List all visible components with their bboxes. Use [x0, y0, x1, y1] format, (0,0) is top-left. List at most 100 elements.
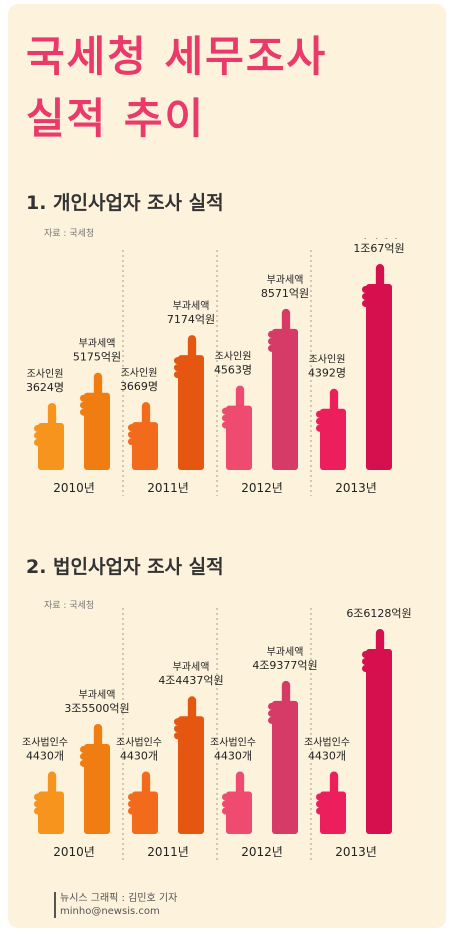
bar-조사인원-2011년	[128, 402, 158, 470]
data-label-부과세액-2012년: 8571억원	[261, 287, 309, 300]
hand-body	[84, 392, 110, 470]
series-label-부과세액: 부과세액	[267, 646, 304, 658]
x-tick-label-2011년: 2011년	[147, 481, 189, 495]
bar-부과세액-2011년	[174, 335, 204, 470]
knuckle	[174, 732, 183, 740]
x-tick-label-2010년: 2010년	[53, 845, 95, 859]
knuckle	[222, 807, 231, 815]
knuckle	[316, 424, 325, 432]
hand-body	[38, 791, 64, 834]
knuckle	[222, 793, 231, 801]
data-label-부과세액-2011년: 7174억원	[167, 313, 215, 326]
x-tick-label-2011년: 2011년	[147, 845, 189, 859]
knuckle	[128, 807, 137, 815]
hand-body	[320, 408, 346, 470]
knuckle	[268, 716, 277, 724]
x-tick-label-2012년: 2012년	[241, 845, 283, 859]
knuckle	[268, 337, 277, 345]
knuckle	[316, 410, 325, 418]
hand-body	[366, 284, 392, 470]
source-note-individual: 자료 : 국세청	[44, 229, 95, 239]
knuckle	[80, 752, 89, 760]
knuckle	[34, 807, 43, 815]
bar-조사법인수-2013년	[316, 771, 346, 834]
chart-individual-business: 조사인원 3624명 부과세액 5175억원 2010년 조사인원 3669명 부과세액 717…	[8, 238, 446, 512]
knuckle	[268, 344, 277, 352]
hand-body	[178, 716, 204, 834]
series-label-조사법인수: 조사법인수	[116, 737, 162, 749]
x-tick-label-2012년: 2012년	[241, 481, 283, 495]
data-label-부과세액-2010년: 5175억원	[73, 351, 121, 364]
section-title-corporate: 2. 법인사업자 조사 실적	[26, 556, 224, 578]
chart-corporate-svg: 조사법인수4430개부과세액3조5500억원2010년조사법인수4430개부과세…	[22, 604, 412, 860]
source-note-corporate: 자료 : 국세청	[44, 601, 95, 611]
infographic-poster: 국세청 세무조사 실적 추이 1. 개인사업자 조사 실적 자료 : 국세청 조…	[8, 4, 446, 928]
series-label-조사인원: 조사인원	[121, 367, 158, 379]
data-label-부과세액-2010년: 3조5500억원	[64, 702, 129, 715]
x-tick-label-2010년: 2010년	[53, 481, 95, 495]
series-label-부과세액: 부과세액	[361, 604, 398, 606]
bar-부과세액-2011년	[174, 696, 204, 834]
knuckle	[80, 759, 89, 767]
series-label-부과세액: 부과세액	[267, 274, 304, 286]
hand-body	[38, 422, 64, 470]
hand-body	[178, 355, 204, 470]
data-label-부과세액-2011년: 4조4437억원	[158, 674, 223, 687]
knuckle	[80, 394, 89, 402]
knuckle	[128, 424, 137, 432]
series-label-부과세액: 부과세액	[79, 689, 116, 701]
page-title-line-2: 실적 추이	[26, 94, 206, 143]
knuckle	[222, 407, 231, 415]
bar-부과세액-2012년	[268, 308, 298, 470]
knuckle	[362, 651, 371, 659]
chart-individual-svg: 조사인원3624명부과세액5175억원2010년조사인원3669명부과세액717…	[26, 238, 405, 496]
page-title-line-1: 국세청 세무조사	[26, 32, 328, 81]
bar-부과세액-2010년	[80, 723, 110, 834]
knuckle	[174, 725, 183, 733]
series-label-부과세액: 부과세액	[79, 338, 116, 350]
knuckle	[316, 417, 325, 425]
series-label-부과세액: 부과세액	[361, 238, 398, 241]
knuckle	[34, 793, 43, 801]
knuckle	[34, 424, 43, 432]
series-label-조사인원: 조사인원	[27, 368, 64, 380]
knuckle	[316, 800, 325, 808]
knuckle	[34, 431, 43, 439]
hand-body	[226, 405, 252, 470]
knuckle	[128, 800, 137, 808]
series-label-조사인원: 조사인원	[309, 354, 346, 366]
series-label-부과세액: 부과세액	[173, 300, 210, 312]
knuckle	[222, 800, 231, 808]
knuckle	[128, 793, 137, 801]
bar-조사인원-2012년	[222, 385, 252, 470]
bar-조사인원-2013년	[316, 388, 346, 470]
credit-email: minho@newsis.com	[60, 906, 160, 917]
bar-부과세액-2012년	[268, 680, 298, 834]
series-label-조사법인수: 조사법인수	[22, 737, 68, 749]
series-label-부과세액: 부과세액	[173, 661, 210, 673]
knuckle	[362, 665, 371, 673]
knuckle	[80, 408, 89, 416]
series-label-조사법인수: 조사법인수	[304, 737, 350, 749]
knuckle	[128, 438, 137, 446]
knuckle	[268, 709, 277, 717]
bar-조사법인수-2012년	[222, 771, 252, 834]
hand-body	[132, 791, 158, 834]
knuckle	[268, 330, 277, 338]
knuckle	[34, 800, 43, 808]
knuckle	[316, 807, 325, 815]
hand-body	[226, 791, 252, 834]
knuckle	[174, 718, 183, 726]
data-label-조사인원-2011년: 3669명	[120, 380, 158, 393]
data-label-조사인원-2010년: 3624명	[26, 381, 64, 394]
data-label-조사법인수-2011년: 4430개	[120, 750, 158, 763]
knuckle	[362, 293, 371, 300]
credit-note: 뉴시스 그래픽 : 김민호 기자 minho@newsis.com	[54, 892, 177, 918]
knuckle	[362, 658, 371, 666]
knuckle	[128, 431, 137, 439]
bar-부과세액-2010년	[80, 372, 110, 470]
data-label-부과세액-2013년: 1조67억원	[353, 242, 404, 255]
data-label-부과세액-2012년: 4조9377억원	[252, 659, 317, 672]
data-label-부과세액-2013년: 6조6128억원	[346, 607, 411, 620]
knuckle	[222, 414, 231, 422]
